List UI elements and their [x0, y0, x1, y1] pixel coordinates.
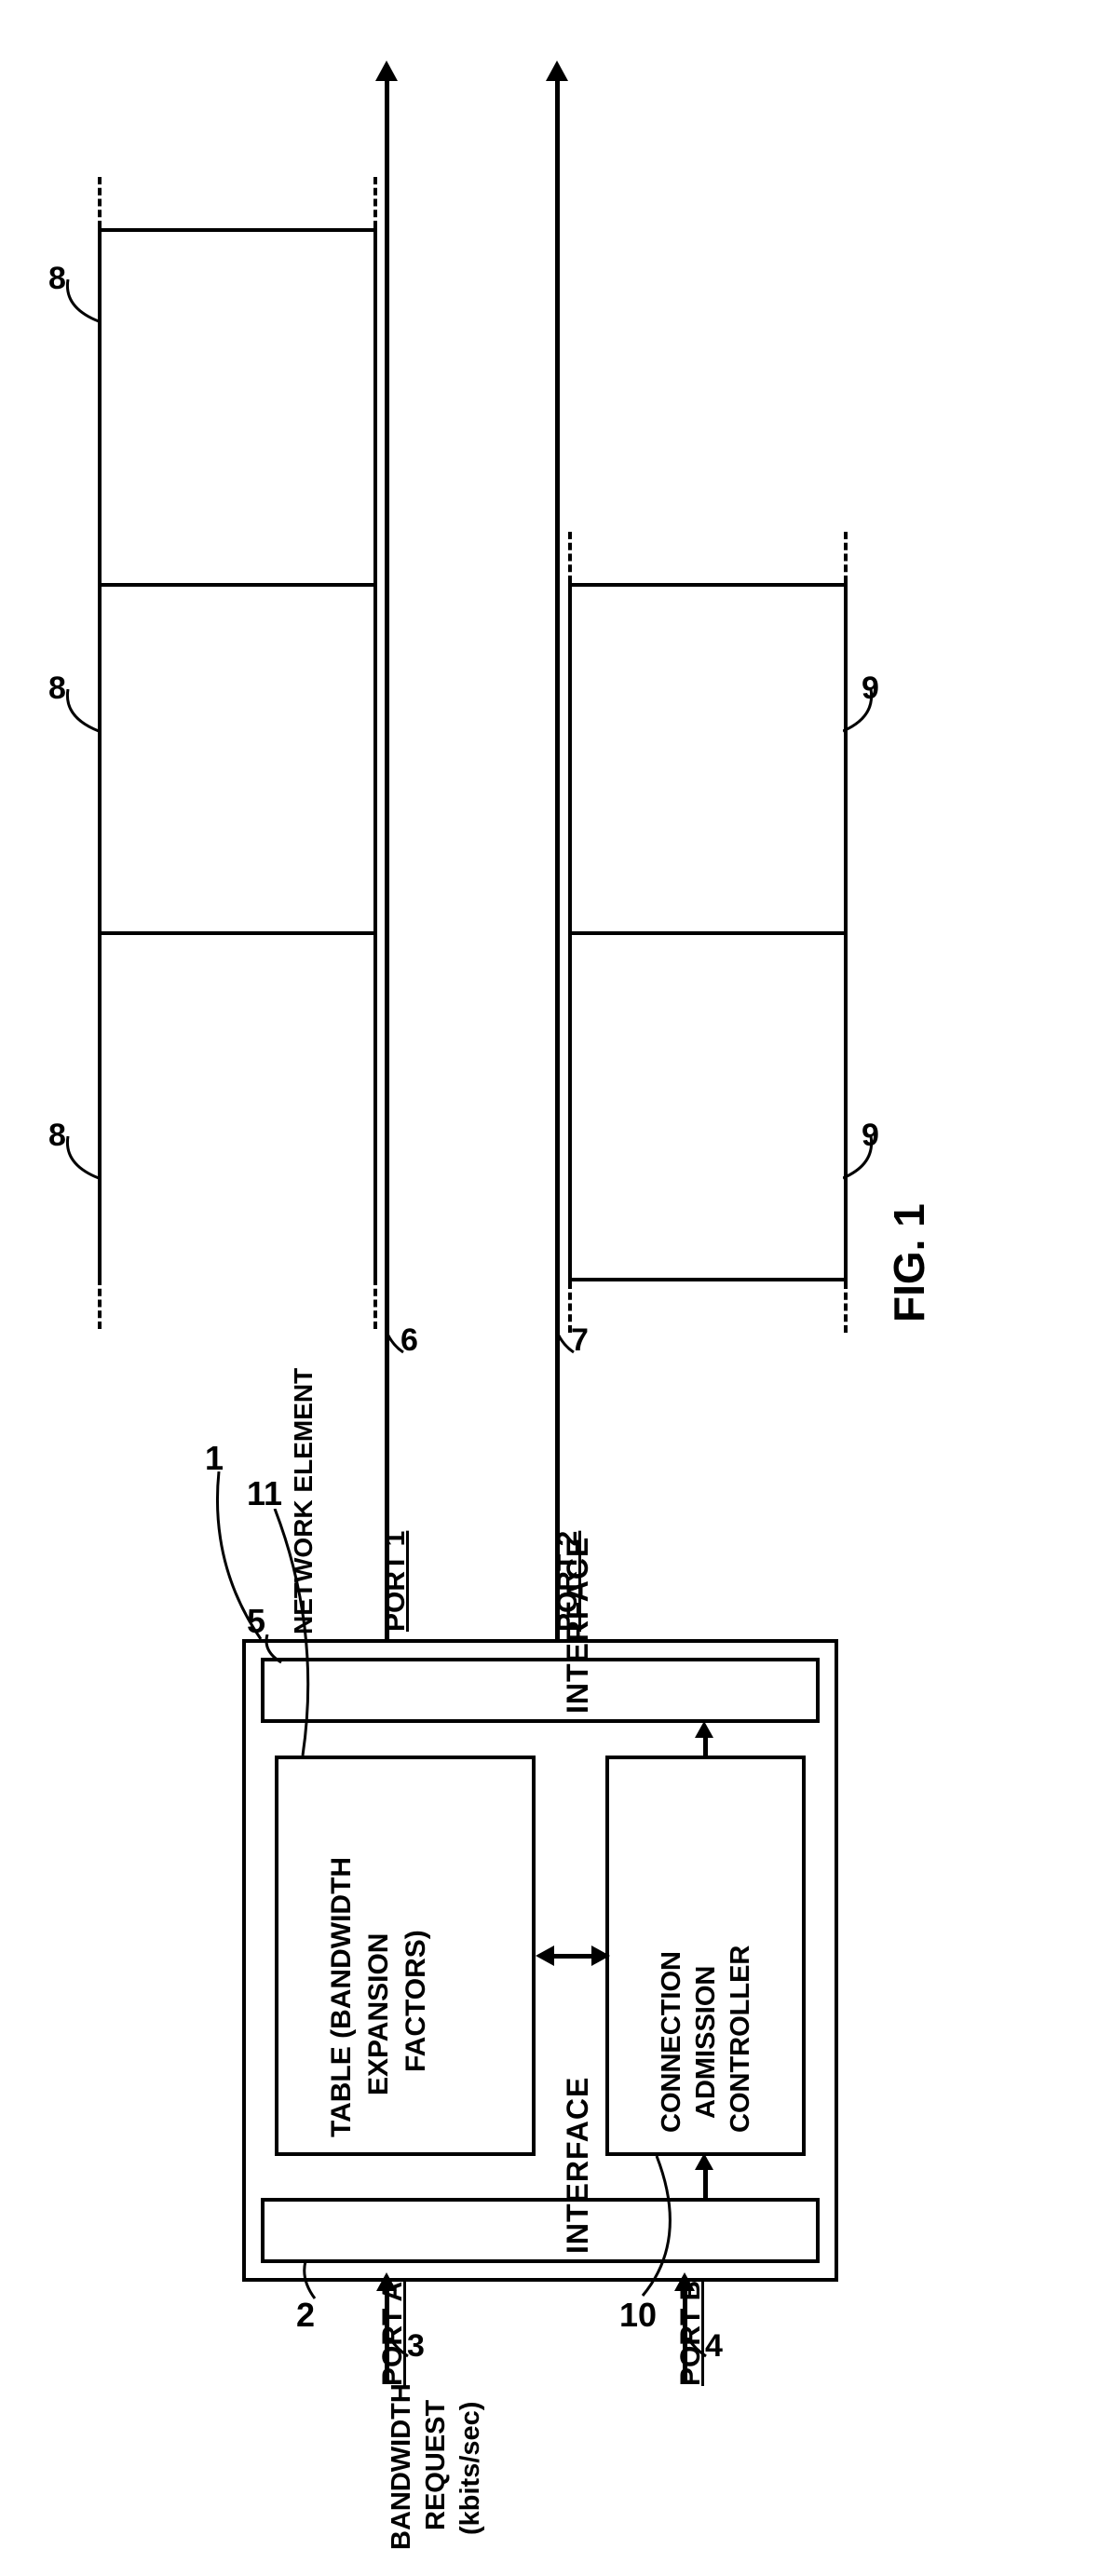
port-2-line — [555, 79, 560, 1639]
lead-9a — [843, 1136, 875, 1183]
lead-7 — [557, 1332, 576, 1358]
cac-line3: CONTROLLER — [726, 1946, 756, 2133]
arrow-right-tc — [591, 1946, 610, 1966]
seg8-dash-bot-l — [98, 1278, 102, 1329]
ref-11: 11 — [247, 1474, 282, 1512]
seg8-dash-top-l — [98, 177, 102, 228]
ref-2: 2 — [296, 2296, 315, 2334]
lead-2 — [298, 2261, 326, 2300]
seg8-2-top — [98, 583, 377, 587]
seg8-dash-top-r — [373, 177, 377, 228]
port-a-label: PORT A — [377, 2282, 410, 2386]
cac-to-iface-head — [695, 1721, 713, 1738]
interface-left-box — [261, 2198, 820, 2263]
figure-caption: FIG. 1 — [885, 1203, 934, 1322]
seg9-dash-top-l — [568, 532, 572, 583]
port-1-head — [375, 61, 398, 81]
seg9-1-top — [568, 931, 848, 935]
table-line2: EXPANSION — [363, 1933, 396, 2095]
seg8-dash-bot-r — [373, 1278, 377, 1329]
port-b-label: PORT B — [675, 2281, 708, 2386]
lead-4 — [687, 2338, 708, 2364]
seg9-dash-bot-r — [844, 1281, 848, 1333]
bw-line1: BANDWIDTH — [387, 2383, 417, 2550]
lead-8a — [63, 1136, 101, 1183]
seg8-1 — [98, 931, 377, 1276]
table-line3: FACTORS) — [400, 1930, 433, 2072]
lead-6 — [387, 1332, 405, 1358]
seg9-dash-top-r — [844, 532, 848, 583]
seg8-1-top — [98, 931, 377, 935]
seg9-1-bot — [568, 1278, 848, 1281]
arrow-left-tc — [536, 1946, 554, 1966]
lead-8b — [63, 689, 101, 736]
cac-line2: ADMISSION — [691, 1966, 722, 2119]
interface-left-label: INTERFACE — [561, 2077, 595, 2254]
iface-to-cac-head — [695, 2153, 713, 2170]
lead-3 — [389, 2338, 410, 2364]
seg9-left — [568, 583, 572, 1281]
port-2-head — [546, 61, 568, 81]
table-cac-connector — [554, 1954, 591, 1959]
lead-11 — [270, 1509, 326, 1760]
seg9-dash-bot-l — [568, 1281, 572, 1333]
bw-line2: REQUEST — [421, 2400, 452, 2530]
interface-right-box — [261, 1658, 820, 1723]
lead-9b — [843, 689, 875, 736]
bw-line3: (kbits/sec) — [455, 2402, 486, 2535]
ref-10: 10 — [619, 2296, 657, 2334]
port-1-line — [385, 79, 389, 1639]
cac-line1: CONNECTION — [657, 1951, 687, 2133]
seg8-left — [98, 228, 102, 1278]
lead-8c — [63, 279, 101, 326]
seg8-right — [373, 228, 377, 1278]
seg9-2-top — [568, 583, 848, 587]
figure-1: INTERFACE INTERFACE TABLE (BANDWIDTH EXP… — [19, 19, 1094, 2557]
seg8-3-top — [98, 228, 377, 232]
table-line1: TABLE (BANDWIDTH — [326, 1857, 359, 2137]
